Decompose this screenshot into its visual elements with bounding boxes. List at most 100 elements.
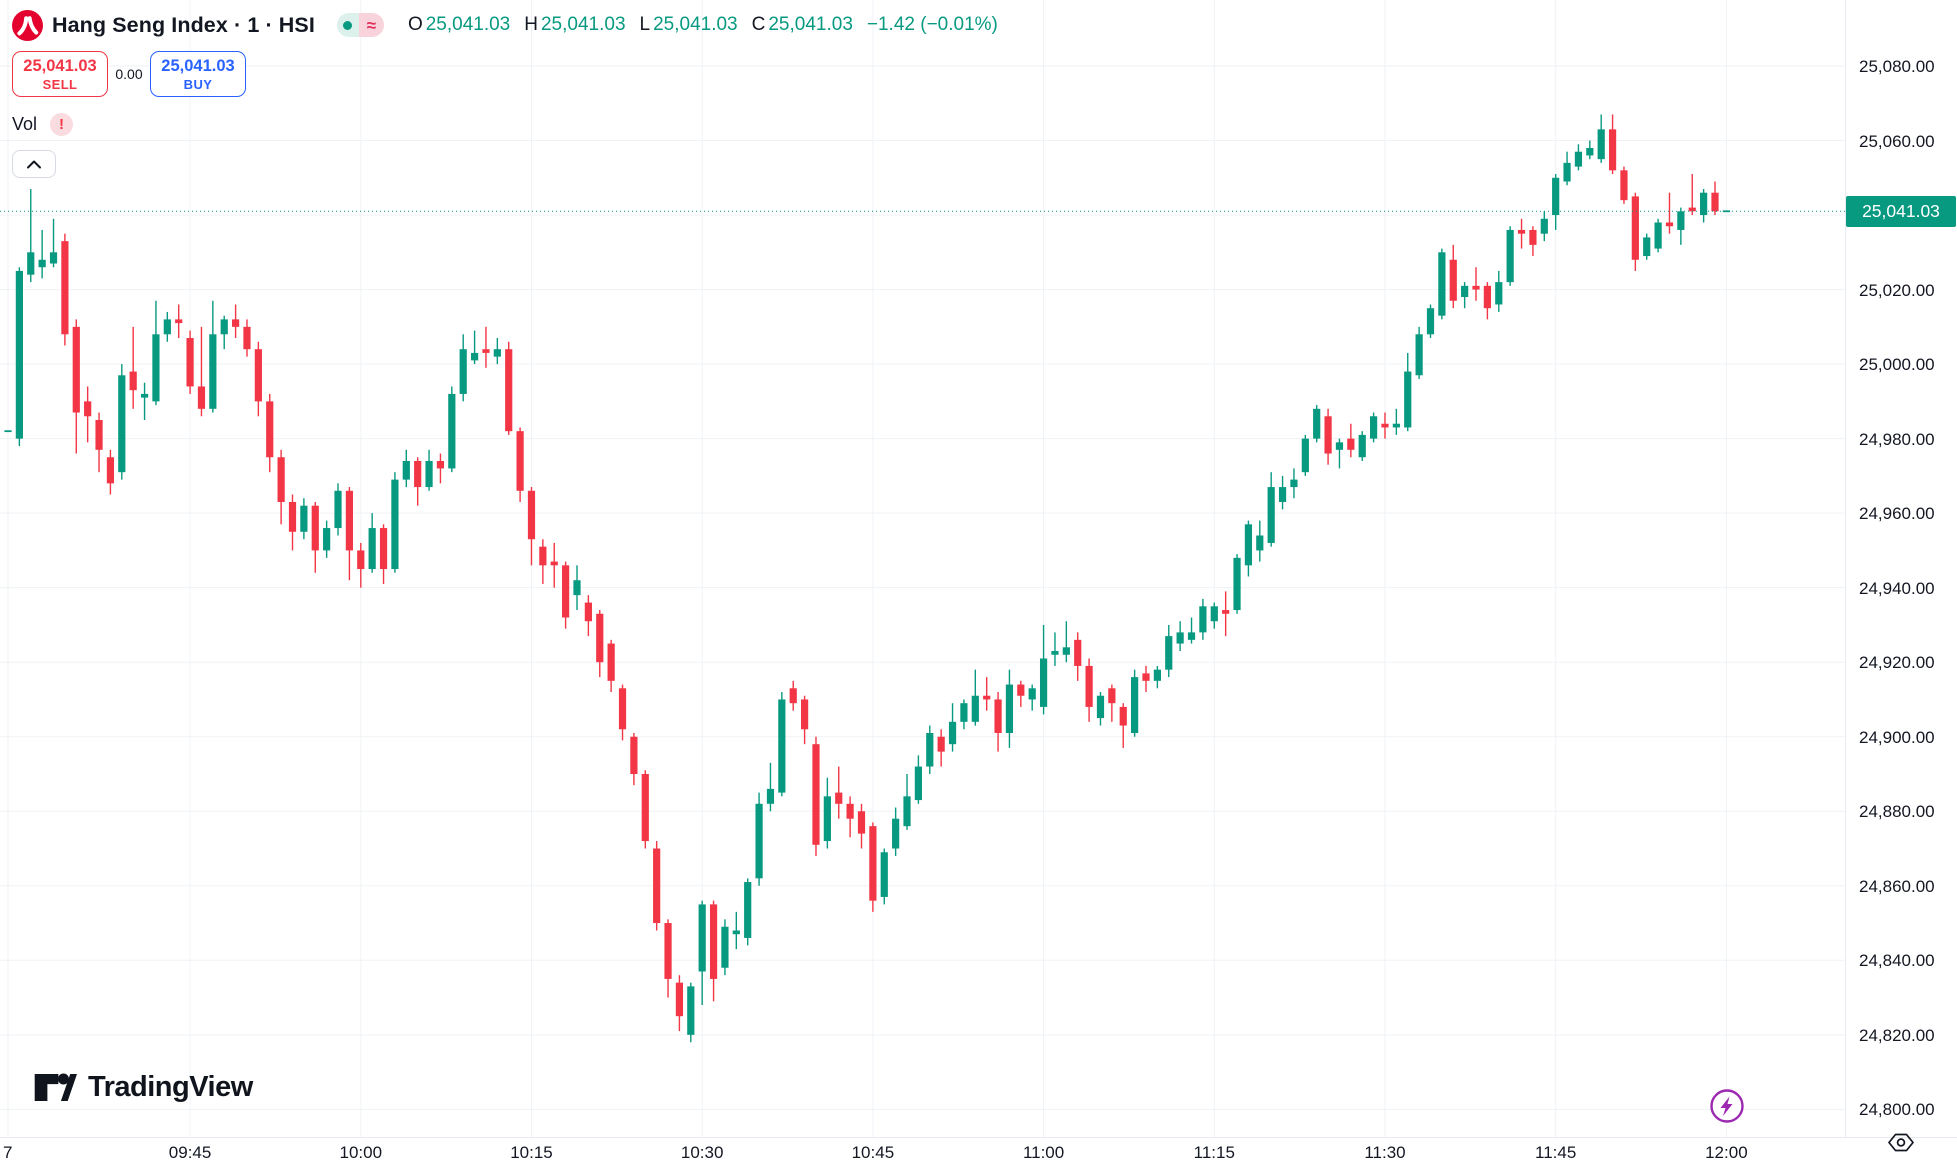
candle-up — [163, 319, 171, 335]
time-axis[interactable]: 7 09:45 10:00 10:15 10:30 10:45 11:00 11:15 11:3… — [0, 1137, 1957, 1167]
change-value: −1.42 (−0.01%) — [866, 14, 998, 35]
candlestick-plot[interactable] — [0, 0, 1845, 1137]
candle-down — [197, 386, 206, 409]
tradingview-logo-text: TradingView — [88, 1071, 253, 1103]
candle-up — [1278, 487, 1287, 502]
candle-down — [1017, 684, 1025, 696]
high-value: 25,041.03 — [540, 14, 626, 35]
candle-down — [584, 602, 592, 622]
candle-up — [1495, 282, 1503, 305]
candle-down — [709, 904, 718, 979]
market-open-dot-icon — [336, 13, 359, 37]
candle-down — [1631, 196, 1639, 260]
scales-settings-icon[interactable] — [1885, 1131, 1917, 1153]
candle-down — [95, 419, 103, 450]
time-axis-label: 10:15 — [510, 1143, 553, 1162]
candle-down — [1142, 673, 1150, 681]
candle-up — [1165, 636, 1173, 670]
price-axis-label: 24,880.00 — [1859, 802, 1935, 822]
candle-down — [1483, 285, 1491, 309]
symbol-logo-icon — [12, 9, 43, 41]
symbol-row: Hang Seng Index · 1 · HSI ≈ O 25,041.03 H… — [12, 8, 998, 42]
candle-up — [880, 852, 888, 897]
candle-up — [1404, 371, 1412, 428]
sell-button[interactable]: 25,041.03 SELL — [12, 51, 108, 97]
chart-legend: Hang Seng Index · 1 · HSI ≈ O 25,041.03 H… — [12, 8, 998, 178]
candle-up — [1461, 285, 1469, 298]
symbol-title[interactable]: Hang Seng Index · 1 · HSI — [52, 12, 315, 37]
collapse-legend-button[interactable] — [12, 150, 56, 178]
candle-up — [1415, 334, 1423, 376]
candle-down — [1347, 438, 1355, 450]
candle-up — [4, 430, 12, 433]
candle-down — [983, 695, 991, 700]
candle-up — [27, 252, 35, 275]
candle-up — [209, 334, 217, 409]
candle-down — [1119, 706, 1127, 726]
candle-down — [1665, 222, 1674, 227]
candle-down — [596, 613, 604, 663]
market-status[interactable]: ≈ — [336, 13, 384, 37]
low-value: 25,041.03 — [653, 14, 738, 35]
low-label: L — [639, 14, 651, 35]
candle-down — [869, 826, 877, 901]
candle-down — [232, 319, 240, 327]
candle-up — [1563, 162, 1571, 182]
candle-up — [1301, 438, 1309, 473]
candle-up — [140, 393, 149, 398]
tradingview-logo[interactable]: TradingView — [33, 1071, 253, 1104]
candle-down — [72, 326, 80, 413]
candle-up — [1586, 147, 1594, 156]
candle-down — [539, 546, 547, 566]
time-axis-label: 11:15 — [1193, 1143, 1235, 1162]
indicator-error-badge[interactable]: ! — [50, 112, 74, 136]
candle-down — [789, 688, 797, 704]
candle-up — [1677, 211, 1685, 230]
candle-up — [1597, 129, 1605, 160]
candle-down — [175, 319, 183, 324]
price-axis-label: 24,840.00 — [1859, 951, 1935, 971]
candle-up — [459, 349, 467, 394]
candle-up — [892, 818, 900, 849]
candle-up — [573, 580, 581, 596]
candle-down — [436, 460, 445, 469]
candle-up — [300, 505, 308, 532]
candle-down — [61, 241, 69, 335]
candle-up — [1426, 308, 1435, 335]
candle-up — [15, 270, 23, 439]
candle-down — [1324, 416, 1332, 454]
candle-down — [1711, 192, 1719, 212]
candle-up — [425, 460, 433, 488]
candle-up — [1540, 218, 1548, 234]
candle-down — [288, 501, 297, 532]
candle-up — [1654, 222, 1662, 249]
time-axis-label: 10:30 — [680, 1143, 724, 1162]
candle-down — [345, 490, 353, 551]
candle-up — [470, 352, 479, 361]
price-axis-label: 24,800.00 — [1859, 1100, 1935, 1120]
candle-up — [1313, 408, 1321, 439]
price-axis-label: 25,060.00 — [1859, 131, 1935, 151]
candle-up — [1039, 658, 1048, 707]
time-axis-label: 09:45 — [168, 1143, 212, 1162]
candle-up — [493, 349, 501, 357]
candle-up — [49, 252, 58, 264]
lightning-button[interactable] — [1708, 1087, 1746, 1125]
candle-up — [1062, 647, 1070, 655]
candle-down — [277, 457, 285, 502]
candle-down — [630, 736, 638, 774]
candle-down — [1108, 688, 1116, 704]
buy-button[interactable]: 25,041.03 BUY — [150, 51, 246, 97]
volume-indicator-label[interactable]: Vol — [12, 113, 38, 134]
candle-up — [38, 259, 46, 268]
current-price-tag: 25,041.03 — [1846, 195, 1956, 227]
high-label: H — [524, 14, 538, 35]
candle-up — [152, 334, 160, 402]
candle-down — [357, 550, 365, 570]
tradingview-logo-icon — [33, 1071, 77, 1104]
price-axis[interactable]: 25,080.00 25,060.00 25,020.00 25,000.00 24,9… — [1845, 0, 1957, 1137]
candle-down — [482, 349, 490, 353]
candle-up — [823, 796, 831, 842]
candle-up — [755, 803, 763, 879]
time-axis-label: 11:45 — [1535, 1143, 1577, 1162]
